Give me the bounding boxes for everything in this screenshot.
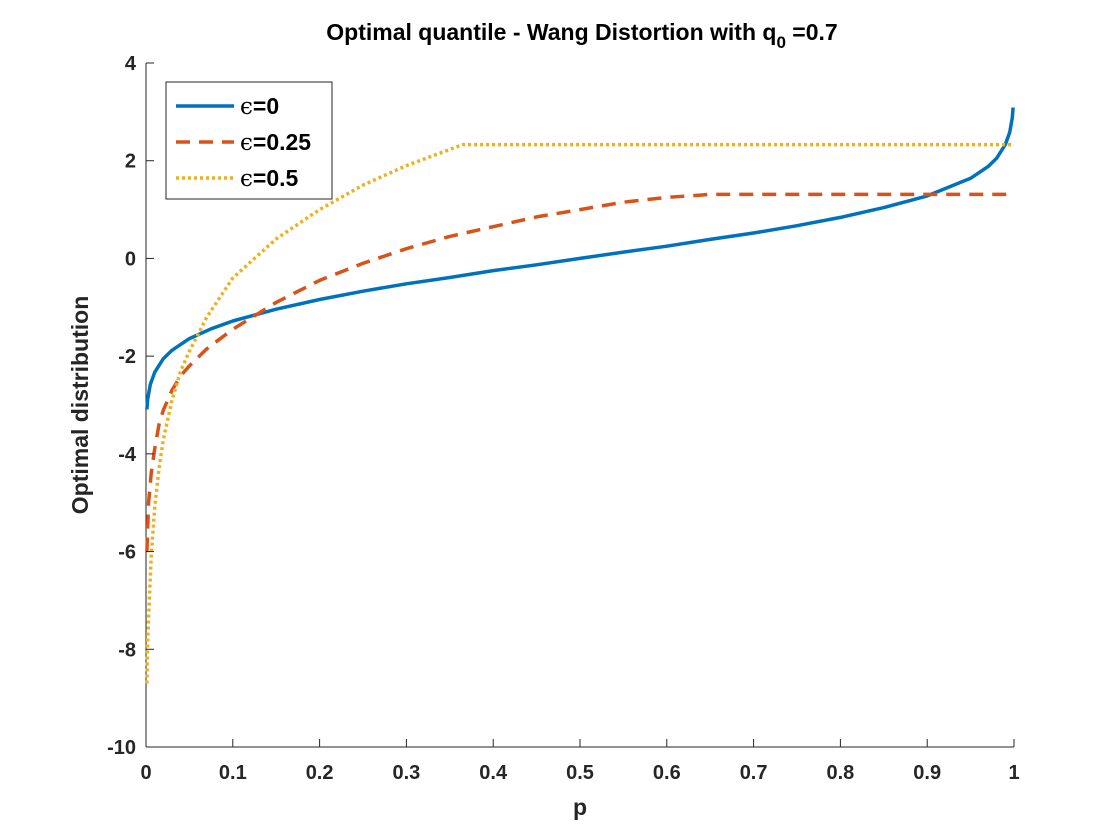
x-tick-label: 0.6 — [653, 762, 681, 784]
series-line-2 — [145, 142, 1014, 684]
legend-label-2: ϵ=0.5 — [240, 165, 299, 192]
legend-entries: ϵ=0ϵ=0.25ϵ=0.5 — [176, 93, 311, 192]
y-axis-label: Optimal distribution — [67, 296, 93, 515]
legend-epsilon-symbol: ϵ — [240, 130, 253, 156]
x-tick-label: 0 — [140, 762, 151, 784]
y-tick-label: 4 — [125, 53, 137, 75]
series-line-1 — [145, 192, 1014, 552]
x-tick-label: 0.3 — [392, 762, 420, 784]
x-tick-label: 0.2 — [306, 762, 334, 784]
x-tick-label: 0.7 — [740, 762, 768, 784]
chart-title-subscript: 0 — [776, 33, 785, 52]
x-tick-label: 1 — [1008, 762, 1019, 784]
legend: ϵ=0ϵ=0.25ϵ=0.5 — [165, 81, 333, 200]
legend-box — [165, 81, 333, 200]
x-tick-label: 0.8 — [826, 762, 854, 784]
y-tick-label: -8 — [118, 639, 136, 661]
chart-title: Optimal quantile - Wang Distortion with … — [326, 19, 837, 52]
chart-title-suffix: =0.7 — [786, 19, 838, 45]
chart-title-main: Optimal quantile - Wang Distortion with … — [326, 19, 776, 45]
x-tick-label: 0.1 — [219, 762, 247, 784]
legend-value: =0.25 — [253, 129, 311, 155]
legend-value: =0.5 — [253, 165, 299, 191]
legend-epsilon-symbol: ϵ — [240, 94, 253, 120]
x-ticks: 0 0.1 0.2 0.3 0.4 0.5 0.6 0.7 0.8 0.9 1 — [140, 739, 1020, 784]
series-line-0 — [145, 107, 1015, 410]
y-tick-label: -6 — [118, 542, 136, 564]
legend-label-1: ϵ=0.25 — [240, 129, 311, 156]
y-tick-label: 0 — [125, 248, 136, 270]
legend-label-0: ϵ=0 — [240, 93, 279, 120]
x-tick-label: 0.9 — [913, 762, 941, 784]
legend-value: =0 — [253, 93, 279, 119]
y-tick-label: -2 — [118, 346, 136, 368]
x-tick-label: 0.5 — [566, 762, 594, 784]
x-tick-label: 0.4 — [479, 762, 508, 784]
y-tick-label: -10 — [107, 737, 136, 759]
y-tick-label: 2 — [125, 151, 136, 173]
series-group — [145, 107, 1015, 684]
x-axis-label: p — [573, 794, 587, 820]
y-tick-label: -4 — [118, 444, 137, 466]
legend-epsilon-symbol: ϵ — [240, 166, 253, 192]
y-ticks: -10 -8 -6 -4 -2 0 2 4 — [107, 53, 154, 759]
